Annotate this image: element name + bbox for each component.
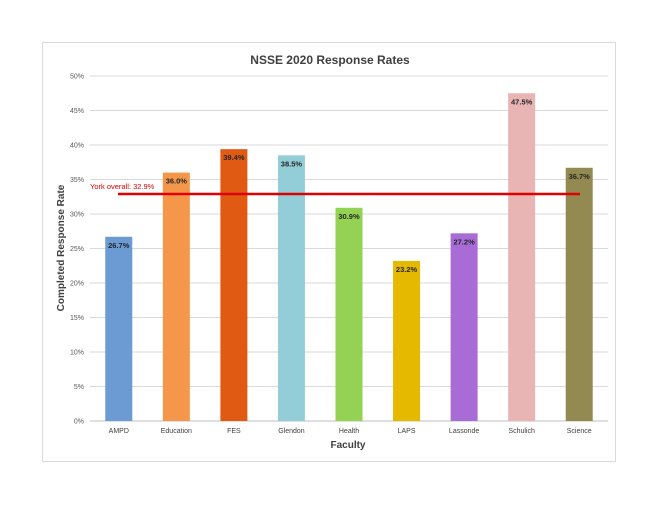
x-category-label: FES <box>227 428 241 435</box>
bar-health <box>335 207 363 421</box>
x-axis-title: Faculty <box>330 440 365 451</box>
x-category-label: Education <box>161 428 192 435</box>
y-axis-ticks: 0% 5% 10% 15% 20% 25% 30% 35% 40% 45% 50% <box>70 74 84 426</box>
y-tick-label: 0% <box>74 419 84 426</box>
x-category-label: Health <box>339 428 359 435</box>
data-label: 36.7% <box>569 172 591 181</box>
x-category-label: LAPS <box>398 428 416 435</box>
x-category-label: Glendon <box>278 428 305 435</box>
x-axis-categories: AMPD Education FES Glendon Health LAPS Lassond… <box>109 428 592 435</box>
y-tick-label: 5% <box>74 384 84 391</box>
data-label: 38.5% <box>281 159 303 168</box>
y-axis-title: Completed Response Rate <box>56 184 67 311</box>
bar-schulich <box>508 93 536 421</box>
y-tick-label: 40% <box>70 143 84 150</box>
data-label: 26.7% <box>108 241 130 250</box>
data-label: 47.5% <box>511 97 533 106</box>
data-labels: 26.7% 36.0% 39.4% 38.5% 30.9% 23.2% 27.2% 47.5%… <box>108 97 590 274</box>
y-tick-label: 25% <box>70 246 84 253</box>
reference-line-group: York overall: 32.9% <box>90 182 580 196</box>
data-label: 27.2% <box>453 237 475 246</box>
y-tick-label: 15% <box>70 315 84 322</box>
data-label: 36.0% <box>166 177 188 186</box>
data-label: 39.4% <box>223 153 245 162</box>
y-tick-label: 45% <box>70 108 84 115</box>
chart-title: NSSE 2020 Response Rates <box>250 53 410 67</box>
bar-science <box>565 167 593 421</box>
x-category-label: Schulich <box>508 428 535 435</box>
bar-fes <box>220 149 248 421</box>
y-tick-label: 50% <box>70 74 84 81</box>
data-label: 23.2% <box>396 265 418 274</box>
reference-line-label: York overall: 32.9% <box>90 182 155 191</box>
y-tick-label: 35% <box>70 177 84 184</box>
bar-education <box>162 172 190 421</box>
bar-laps <box>393 260 421 421</box>
bar-ampd <box>105 236 133 421</box>
bars <box>105 93 593 421</box>
y-tick-label: 10% <box>70 350 84 357</box>
x-category-label: Lassonde <box>449 428 479 435</box>
bar-glendon <box>277 155 305 421</box>
x-category-label: Science <box>567 428 592 435</box>
bar-lassonde <box>450 233 478 421</box>
x-category-label: AMPD <box>109 428 129 435</box>
data-label: 30.9% <box>338 212 360 221</box>
y-tick-label: 30% <box>70 212 84 219</box>
y-tick-label: 20% <box>70 281 84 288</box>
